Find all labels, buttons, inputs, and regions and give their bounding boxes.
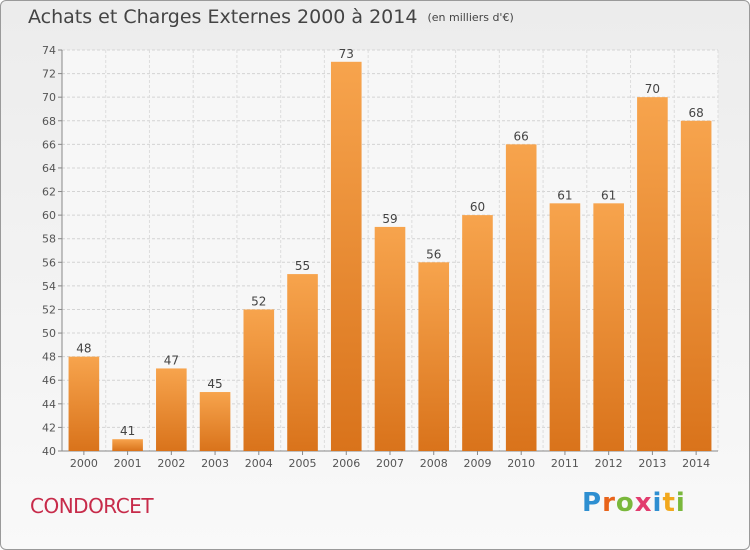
bar-2006 [330, 61, 362, 451]
y-tick-label: 40 [42, 445, 56, 458]
y-tick-label: 70 [42, 91, 56, 104]
value-label: 73 [339, 47, 354, 61]
y-tick-label: 64 [42, 162, 56, 175]
bar-2001 [112, 439, 143, 451]
y-tick-label: 68 [42, 115, 56, 128]
labels: 40 42 44 46 48 50 52 54 56 58 60 62 64 66 68 70 72 74 48 20… [42, 44, 710, 470]
x-tick-label: 2008 [420, 457, 448, 470]
y-tick-label: 42 [42, 421, 56, 434]
chart-title: Achats et Charges Externes 2000 à 2014 (e… [28, 6, 514, 28]
value-label: 52 [251, 294, 266, 308]
value-label: 68 [688, 106, 703, 120]
value-label: 41 [120, 424, 135, 438]
x-tick-label: 2000 [70, 457, 98, 470]
y-tick-label: 54 [42, 280, 56, 293]
y-tick-label: 58 [42, 233, 56, 246]
bar-2011 [549, 203, 581, 451]
value-label: 56 [426, 247, 441, 261]
x-tick-label: 2002 [157, 457, 185, 470]
x-tick-label: 2001 [114, 457, 142, 470]
x-tick-label: 2013 [638, 457, 666, 470]
bar-2013 [637, 97, 668, 452]
value-label: 48 [76, 342, 91, 356]
chart-title-text: Achats et Charges Externes 2000 à 2014 [28, 6, 418, 28]
value-label: 45 [207, 377, 222, 391]
y-tick-label: 60 [42, 209, 56, 222]
y-tick-label: 48 [42, 351, 56, 364]
value-label: 61 [601, 188, 616, 202]
x-tick-label: 2007 [376, 457, 404, 470]
y-tick-label: 74 [42, 44, 56, 57]
x-tick-label: 2011 [551, 457, 579, 470]
y-tick-label: 50 [42, 327, 56, 340]
x-tick-label: 2003 [201, 457, 229, 470]
value-label: 59 [382, 212, 397, 226]
bar-2007 [374, 226, 406, 451]
bar-2004 [243, 309, 275, 451]
y-tick-label: 46 [42, 374, 56, 387]
x-tick-label: 2012 [595, 457, 623, 470]
y-tick-label: 56 [42, 256, 56, 269]
value-label: 61 [557, 188, 572, 202]
x-tick-label: 2004 [245, 457, 273, 470]
bars [68, 61, 712, 452]
y-tick-label: 66 [42, 138, 56, 151]
y-tick-label: 72 [42, 68, 56, 81]
value-label: 70 [645, 82, 660, 96]
bar-2014 [680, 120, 712, 451]
y-tick-label: 62 [42, 186, 56, 199]
value-label: 60 [470, 200, 485, 214]
x-tick-label: 2009 [463, 457, 491, 470]
x-tick-label: 2010 [507, 457, 535, 470]
bar-2005 [287, 274, 318, 451]
value-label: 66 [514, 129, 529, 143]
x-tick-label: 2014 [682, 457, 710, 470]
x-tick-label: 2005 [289, 457, 317, 470]
bar-2010 [505, 144, 537, 451]
bar-2008 [418, 262, 450, 451]
chart-unit: (en milliers d'€) [427, 11, 514, 24]
proxiti-logo: Proxiti [582, 488, 686, 518]
y-tick-label: 52 [42, 303, 56, 316]
bar-2002 [156, 368, 187, 451]
x-tick-label: 2006 [332, 457, 360, 470]
commune-name: CONDORCET [30, 494, 154, 518]
value-label: 47 [164, 353, 179, 367]
bar-2000 [68, 356, 100, 451]
y-tick-label: 44 [42, 398, 56, 411]
bar-2012 [593, 203, 624, 451]
bar-2009 [462, 215, 493, 451]
bar-2003 [199, 392, 231, 451]
value-label: 55 [295, 259, 310, 273]
